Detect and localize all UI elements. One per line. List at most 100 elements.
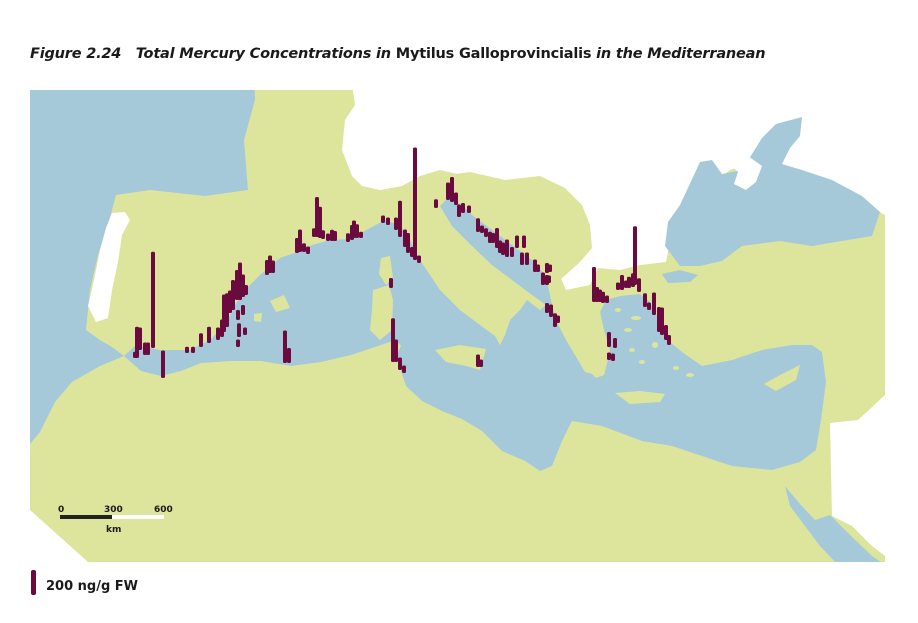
site-bar <box>389 278 393 288</box>
black-sea <box>665 117 880 266</box>
site-bar <box>138 327 142 350</box>
site-bar <box>283 330 287 363</box>
site-bar <box>236 310 240 320</box>
site-bar <box>553 313 557 327</box>
site-bar <box>637 278 641 292</box>
site-bar <box>146 342 150 355</box>
site-bar <box>216 327 220 340</box>
site-bar <box>520 252 524 265</box>
site-bar <box>616 282 620 290</box>
site-bar <box>607 352 611 360</box>
site-bar <box>185 346 189 353</box>
scale-label-300: 300 <box>104 505 123 515</box>
site-bar <box>476 218 480 232</box>
site-bar <box>398 357 402 370</box>
crimea-region <box>728 156 762 190</box>
central-europe-region <box>340 90 760 290</box>
aegean-islands <box>615 308 694 377</box>
site-bar <box>547 275 551 283</box>
site-bar <box>664 325 668 340</box>
site-bar <box>541 272 545 285</box>
peloponnese <box>580 340 610 378</box>
site-bar <box>237 323 241 337</box>
site-bar <box>386 217 390 225</box>
arabia-region <box>830 390 885 560</box>
site-bar <box>287 348 291 363</box>
site-bar <box>321 230 325 239</box>
site-bar <box>522 235 526 248</box>
site-bar <box>161 350 165 378</box>
scale-segment-light <box>112 515 164 519</box>
scale-unit: km <box>106 525 121 535</box>
site-bar <box>611 353 615 361</box>
crete <box>615 391 665 404</box>
site-bar <box>207 326 211 343</box>
corsica <box>379 256 393 285</box>
title-species: Mytilus Galloprovincialis <box>395 46 592 62</box>
mercury-bars <box>133 147 671 378</box>
site-bar <box>525 252 529 265</box>
site-bar <box>548 264 552 272</box>
site-bar <box>446 182 450 200</box>
site-bar <box>236 339 240 347</box>
site-bar <box>545 303 549 313</box>
site-bar <box>643 293 647 307</box>
portugal-region <box>88 212 130 322</box>
site-bar <box>549 304 553 317</box>
site-bar <box>151 251 155 348</box>
site-bar <box>398 200 402 237</box>
site-bar <box>326 233 330 241</box>
site-bar <box>501 242 505 255</box>
site-bar <box>394 217 398 230</box>
scale-segment-dark <box>60 515 112 519</box>
site-bar <box>601 291 605 303</box>
site-bar <box>605 295 609 303</box>
site-bar <box>271 260 275 273</box>
sicily <box>435 345 486 370</box>
mediterranean-sea <box>124 198 826 471</box>
site-bar <box>607 332 611 347</box>
site-bar <box>536 264 540 272</box>
site-bar <box>454 192 458 205</box>
site-bar <box>413 147 417 260</box>
cyprus <box>764 365 800 391</box>
legend-label: 200 ng/g FW <box>46 579 139 594</box>
site-bar <box>515 235 519 248</box>
site-bar <box>318 206 322 238</box>
site-bar <box>406 233 410 253</box>
site-bar <box>241 305 245 315</box>
site-bar <box>652 292 656 315</box>
site-bar <box>467 205 471 213</box>
mallorca <box>270 295 290 312</box>
site-bar <box>346 233 350 242</box>
site-bar <box>491 233 495 243</box>
scale-label-0: 0 <box>58 505 64 515</box>
title-prefix: Figure 2.24 Total Mercury Concentrations… <box>30 46 396 62</box>
site-bar <box>479 359 483 367</box>
site-bar <box>244 285 248 295</box>
scale-label-600: 600 <box>154 505 173 515</box>
site-bar <box>627 276 631 288</box>
site-bar <box>394 339 398 362</box>
site-bar <box>450 177 454 202</box>
site-bar <box>333 231 337 241</box>
figure-title: Figure 2.24 Total Mercury Concentrations… <box>30 46 766 62</box>
site-bar <box>647 302 651 310</box>
site-bar <box>434 199 438 208</box>
site-bar <box>231 280 235 310</box>
legend: 200 ng/g FW <box>31 570 138 595</box>
site-bar <box>298 229 302 252</box>
site-bar <box>457 204 461 217</box>
site-bar <box>505 239 509 257</box>
site-bar <box>660 307 664 335</box>
site-bar <box>484 228 488 237</box>
balkan-land <box>440 172 592 280</box>
scale-bar: 0 300 600 km <box>58 505 173 535</box>
site-bar <box>667 335 671 345</box>
site-bar <box>480 225 484 233</box>
title-suffix: in the Mediterranean <box>591 46 766 62</box>
site-bar <box>417 255 421 263</box>
site-bar <box>243 327 247 335</box>
site-bar <box>461 203 465 213</box>
